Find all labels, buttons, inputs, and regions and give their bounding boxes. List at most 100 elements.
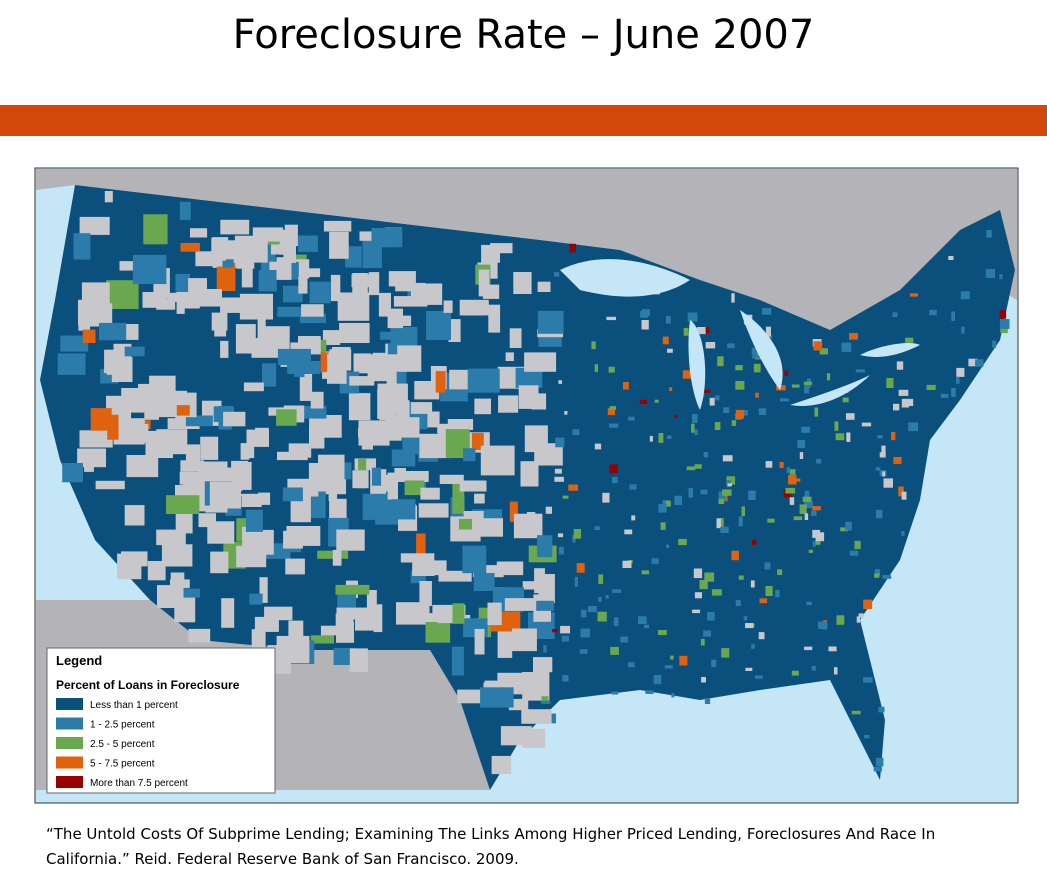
map-region — [252, 227, 284, 242]
map-region — [687, 312, 698, 322]
map-region — [705, 327, 710, 334]
map-region — [322, 330, 341, 345]
map-region — [298, 276, 308, 294]
map-region — [249, 593, 263, 605]
map-region — [694, 429, 698, 436]
map-region — [188, 628, 211, 643]
map-region — [509, 501, 518, 522]
slide-title: Foreclosure Rate – June 2007 — [232, 12, 815, 58]
map-region — [896, 361, 904, 370]
map-region — [283, 530, 303, 549]
map-region — [491, 755, 512, 775]
map-region — [500, 726, 532, 746]
map-region — [828, 646, 837, 652]
map-region — [849, 333, 858, 340]
map-region — [216, 262, 236, 291]
map-region — [537, 535, 553, 558]
map-region — [755, 392, 759, 398]
map-region — [842, 397, 849, 403]
map-region — [738, 575, 744, 580]
map-region — [459, 480, 487, 492]
map-region — [473, 573, 495, 591]
map-region — [394, 468, 406, 481]
map-region — [702, 389, 711, 393]
map-region — [764, 562, 771, 570]
map-region — [779, 462, 784, 468]
map-region — [956, 376, 960, 384]
map-region — [671, 692, 675, 698]
map-region — [678, 538, 687, 546]
legend-subtitle: Percent of Loans in Foreclosure — [56, 678, 240, 692]
legend-items: Less than 1 percent 1 - 2.5 percent 2.5 - … — [56, 698, 188, 789]
map-region — [834, 667, 838, 675]
map-region — [654, 399, 659, 403]
map-region — [986, 230, 992, 238]
map-region — [104, 349, 123, 374]
map-region — [667, 435, 672, 439]
map-region — [164, 432, 177, 452]
legend-label: 1 - 2.5 percent — [90, 720, 155, 731]
map-region — [531, 393, 547, 410]
map-region — [892, 312, 898, 318]
map-region — [956, 367, 965, 377]
map-region — [329, 498, 347, 520]
map-region — [691, 423, 695, 433]
map-region — [368, 272, 380, 296]
lake-superior — [560, 259, 690, 297]
map-region — [353, 353, 371, 374]
map-region — [598, 574, 604, 584]
map-region — [657, 630, 667, 636]
map-region — [658, 504, 667, 513]
map-region — [875, 757, 884, 767]
map-region — [335, 584, 370, 595]
map-region — [727, 343, 735, 349]
map-region — [797, 439, 806, 449]
map-region — [472, 509, 503, 519]
map-region — [241, 268, 253, 288]
map-region — [743, 616, 748, 621]
map-region — [641, 570, 650, 575]
map-region — [745, 623, 754, 629]
map-region — [804, 501, 813, 508]
map-region — [748, 490, 756, 500]
map-region — [231, 460, 248, 471]
map-region — [597, 611, 607, 622]
map-region — [127, 465, 141, 477]
map-region — [948, 256, 954, 260]
map-region — [818, 621, 828, 629]
map-region — [251, 629, 266, 652]
map-region — [579, 649, 588, 654]
map-region — [846, 413, 855, 420]
map-region — [426, 311, 451, 341]
map-region — [612, 589, 622, 593]
map-region — [926, 384, 936, 390]
map-region — [670, 655, 674, 660]
map-region — [999, 310, 1007, 319]
map-region — [521, 709, 552, 724]
map-region — [574, 576, 578, 587]
map-region — [135, 424, 149, 443]
map-region — [371, 227, 403, 248]
map-region — [498, 395, 519, 413]
map-region — [349, 648, 368, 672]
citation: “The Untold Costs Of Subprime Lending; E… — [46, 825, 936, 868]
map-region — [812, 506, 821, 511]
map-region — [540, 700, 551, 704]
map-region — [731, 550, 739, 561]
map-region — [262, 363, 277, 387]
map-region — [811, 665, 816, 671]
map-region — [290, 494, 311, 523]
map-region — [294, 363, 305, 378]
map-region — [779, 398, 789, 402]
map-region — [299, 313, 326, 323]
map-region — [722, 489, 732, 496]
map-region — [951, 311, 955, 321]
map-region — [645, 690, 654, 694]
map-region — [276, 635, 310, 664]
map-region — [220, 340, 229, 358]
map-region — [658, 433, 664, 443]
map-region — [758, 632, 765, 640]
map-region — [419, 581, 432, 606]
map-region — [707, 612, 715, 621]
map-region — [804, 513, 809, 520]
